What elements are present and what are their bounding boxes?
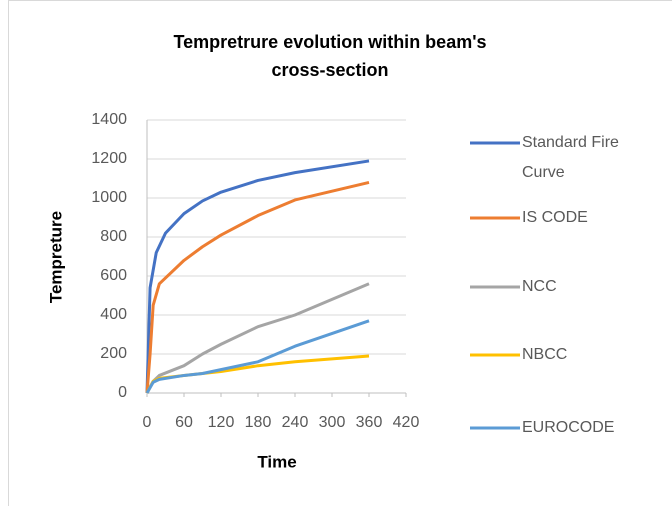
legend-label: Standard Fire Curve — [522, 134, 619, 181]
y-tick-label: 1000 — [91, 189, 127, 206]
legend-label: NCC — [522, 278, 557, 295]
legend-label: EUROCODE — [522, 419, 615, 436]
y-tick-label: 1400 — [91, 111, 127, 128]
y-tick-label: 0 — [118, 384, 127, 401]
y-tick-label: 800 — [100, 228, 127, 245]
x-axis-label: Time — [257, 452, 296, 471]
x-tick-label: 180 — [245, 414, 272, 431]
chart-title: Tempretrure evolution within beam's cros… — [173, 32, 487, 80]
x-tick-label: 420 — [393, 414, 420, 431]
x-tick-label: 60 — [175, 414, 193, 431]
x-tick-label: 360 — [356, 414, 383, 431]
x-tick-label: 0 — [143, 414, 152, 431]
chart-frame — [8, 0, 672, 506]
y-tick-label: 1200 — [91, 150, 127, 167]
y-tick-label: 200 — [100, 345, 127, 362]
x-tick-label: 300 — [319, 414, 346, 431]
y-axis-label: Tempreture — [46, 211, 65, 303]
legend-label: NBCC — [522, 346, 568, 363]
series-line — [145, 319, 370, 394]
legend-label: IS CODE — [522, 209, 588, 226]
x-tick-label: 240 — [282, 414, 309, 431]
title-box: Tempretrure evolution within beam's cros… — [173, 32, 487, 80]
series-line — [145, 159, 370, 394]
x-tick-label: 120 — [208, 414, 235, 431]
y-tick-label: 400 — [100, 306, 127, 323]
y-tick-label: 600 — [100, 267, 127, 284]
series-line — [145, 180, 370, 394]
